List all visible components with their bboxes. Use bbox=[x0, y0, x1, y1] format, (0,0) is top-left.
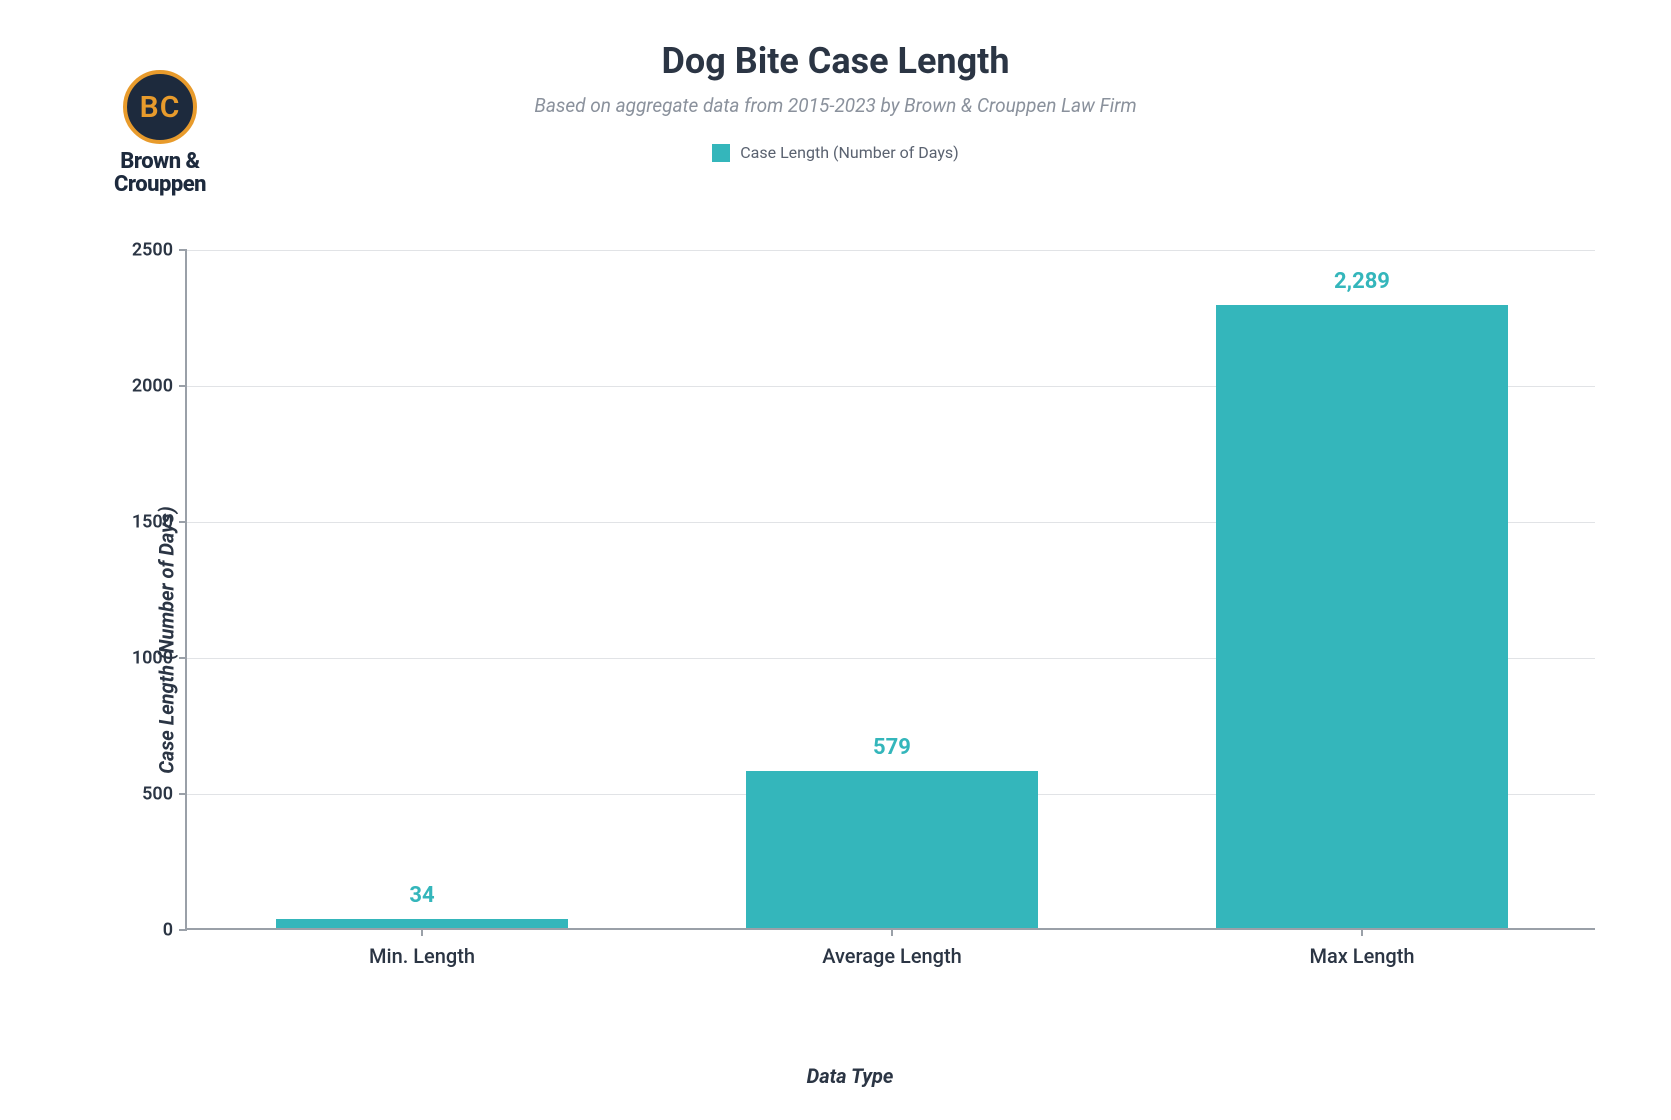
y-axis-title: Case Length (Number of Days) bbox=[155, 506, 179, 773]
x-axis-title: Data Type bbox=[807, 1064, 894, 1088]
legend: Case Length (Number of Days) bbox=[0, 143, 1671, 162]
logo-line1: Brown & bbox=[120, 149, 199, 174]
y-tick-label: 1500 bbox=[132, 512, 173, 533]
x-tick-label: Average Length bbox=[822, 944, 962, 968]
chart-subtitle: Based on aggregate data from 2015-2023 b… bbox=[0, 94, 1671, 117]
x-tick bbox=[421, 928, 423, 936]
bar-value-label: 579 bbox=[873, 735, 911, 760]
bar-value-label: 34 bbox=[409, 883, 434, 908]
bar: 2,289 bbox=[1216, 305, 1507, 928]
bar: 579 bbox=[746, 771, 1037, 928]
legend-label: Case Length (Number of Days) bbox=[740, 143, 959, 162]
plot-wrap: Case Length (Number of Days) 05001000150… bbox=[85, 250, 1615, 1030]
y-tick-label: 1000 bbox=[132, 648, 173, 669]
y-tick bbox=[179, 657, 187, 659]
legend-swatch bbox=[712, 144, 730, 162]
chart-title: Dog Bite Case Length bbox=[0, 40, 1671, 82]
y-tick-label: 0 bbox=[163, 920, 173, 941]
gridline bbox=[187, 250, 1595, 251]
x-tick bbox=[1361, 928, 1363, 936]
y-tick bbox=[179, 929, 187, 931]
logo-circle: BC bbox=[123, 70, 197, 144]
y-tick bbox=[179, 793, 187, 795]
y-tick bbox=[179, 521, 187, 523]
y-tick-label: 2000 bbox=[132, 376, 173, 397]
x-tick-label: Min. Length bbox=[369, 944, 475, 968]
bar: 34 bbox=[276, 919, 567, 928]
logo-text: Brown & Crouppen bbox=[90, 150, 230, 196]
plot-area: 0500100015002000250034Min. Length579Aver… bbox=[185, 250, 1595, 930]
x-tick bbox=[891, 928, 893, 936]
logo-line2: Crouppen bbox=[114, 172, 206, 197]
x-tick-label: Max Length bbox=[1309, 944, 1414, 968]
y-tick-label: 2500 bbox=[132, 240, 173, 261]
logo-initials: BC bbox=[140, 90, 181, 125]
bar-value-label: 2,289 bbox=[1334, 269, 1390, 294]
y-tick-label: 500 bbox=[142, 784, 173, 805]
y-tick bbox=[179, 249, 187, 251]
logo-block: BC Brown & Crouppen bbox=[90, 70, 230, 196]
y-tick bbox=[179, 385, 187, 387]
